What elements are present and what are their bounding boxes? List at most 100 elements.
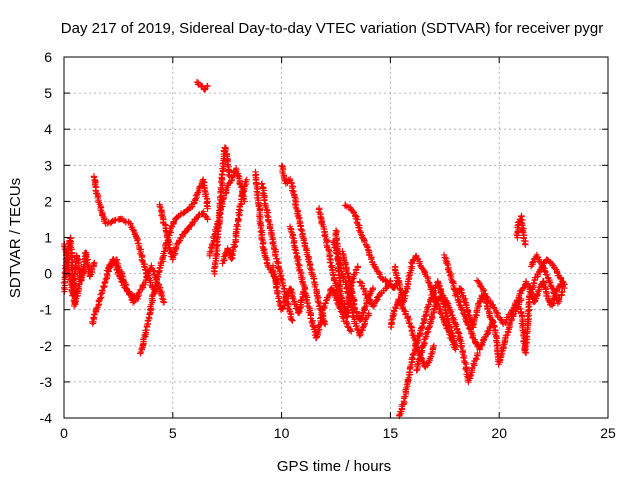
data-point xyxy=(456,336,464,344)
data-point xyxy=(218,170,226,178)
data-point xyxy=(165,241,172,248)
x-tick-labels: 0 5 10 15 20 25 xyxy=(60,425,616,441)
data-point xyxy=(406,320,413,327)
data-point xyxy=(366,296,373,303)
data-point xyxy=(349,208,357,215)
data-point xyxy=(529,259,536,266)
data-point xyxy=(204,205,211,212)
data-point xyxy=(122,284,129,292)
data-point xyxy=(418,347,425,355)
data-point xyxy=(289,183,297,190)
data-point xyxy=(309,271,316,278)
data-point xyxy=(440,251,448,259)
data-point xyxy=(190,200,198,207)
data-point xyxy=(471,357,479,365)
data-point xyxy=(287,228,295,235)
data-point xyxy=(159,295,166,302)
axis-ticks xyxy=(63,56,609,419)
y-tick-label: 6 xyxy=(44,49,52,65)
chart-title: Day 217 of 2019, Sidereal Day-to-day VTE… xyxy=(61,20,603,37)
data-point xyxy=(287,313,294,320)
data-point xyxy=(395,279,403,286)
data-point xyxy=(421,336,428,343)
data-point xyxy=(518,219,525,226)
data-point xyxy=(309,323,317,330)
data-point xyxy=(448,312,456,319)
data-point xyxy=(333,239,340,247)
data-point xyxy=(261,252,269,260)
data-point xyxy=(387,277,394,285)
data-point xyxy=(222,146,230,154)
data-point xyxy=(533,291,540,298)
data-point xyxy=(373,297,380,305)
data-point xyxy=(528,290,535,297)
data-point xyxy=(228,255,235,263)
data-point xyxy=(419,322,426,330)
data-point xyxy=(348,328,355,335)
data-point xyxy=(203,202,211,209)
data-point xyxy=(420,338,428,346)
data-point xyxy=(334,248,341,256)
data-point xyxy=(195,211,202,219)
data-point xyxy=(467,372,475,380)
data-point xyxy=(321,232,328,239)
data-point xyxy=(296,267,303,275)
data-point xyxy=(354,263,361,270)
data-point xyxy=(158,291,165,298)
data-point xyxy=(187,204,195,212)
data-point xyxy=(74,288,81,296)
data-point xyxy=(315,208,323,216)
y-tick-labels: -4 -3 -2 -1 0 1 2 3 4 5 6 xyxy=(40,49,53,426)
data-point xyxy=(219,160,226,167)
data-point xyxy=(320,304,327,311)
data-point xyxy=(554,286,561,293)
data-point xyxy=(291,246,299,253)
data-point xyxy=(409,351,417,358)
data-point xyxy=(489,301,497,309)
data-point xyxy=(150,267,157,274)
x-tick-label: 10 xyxy=(274,425,290,441)
y-tick-label: -4 xyxy=(40,410,53,426)
data-point xyxy=(535,287,542,295)
data-point xyxy=(90,260,97,267)
x-tick-label: 0 xyxy=(60,425,68,441)
data-point xyxy=(539,263,547,271)
data-point xyxy=(240,187,248,194)
data-point xyxy=(362,241,370,249)
data-point xyxy=(357,231,365,238)
y-tick-label: 1 xyxy=(44,230,52,246)
data-point xyxy=(258,235,265,243)
data-point xyxy=(343,308,351,315)
data-point xyxy=(430,342,438,349)
data-point xyxy=(531,255,538,262)
y-tick-label: 0 xyxy=(44,266,52,282)
data-point xyxy=(265,217,272,224)
data-point xyxy=(289,317,296,324)
data-point xyxy=(234,172,242,179)
data-point xyxy=(490,304,497,311)
data-point xyxy=(233,221,241,228)
data-point xyxy=(260,247,267,254)
data-point xyxy=(335,261,342,268)
data-point xyxy=(405,272,412,280)
data-point xyxy=(320,319,328,327)
data-point xyxy=(369,284,377,292)
data-point xyxy=(80,266,87,274)
data-point xyxy=(547,281,554,289)
data-point xyxy=(134,293,141,300)
data-point xyxy=(235,215,242,222)
y-tick-label: 2 xyxy=(44,193,52,209)
data-point xyxy=(134,237,141,244)
data-point xyxy=(292,249,300,256)
data-point xyxy=(559,288,566,295)
x-tick-label: 20 xyxy=(491,425,507,441)
data-point xyxy=(275,265,283,272)
data-point xyxy=(480,334,488,341)
x-tick-label: 15 xyxy=(383,425,399,441)
data-point xyxy=(91,259,98,266)
data-point xyxy=(404,376,412,383)
data-point xyxy=(159,298,167,305)
x-axis-label: GPS time / hours xyxy=(277,458,391,475)
data-point xyxy=(305,258,313,265)
data-point xyxy=(531,298,538,306)
